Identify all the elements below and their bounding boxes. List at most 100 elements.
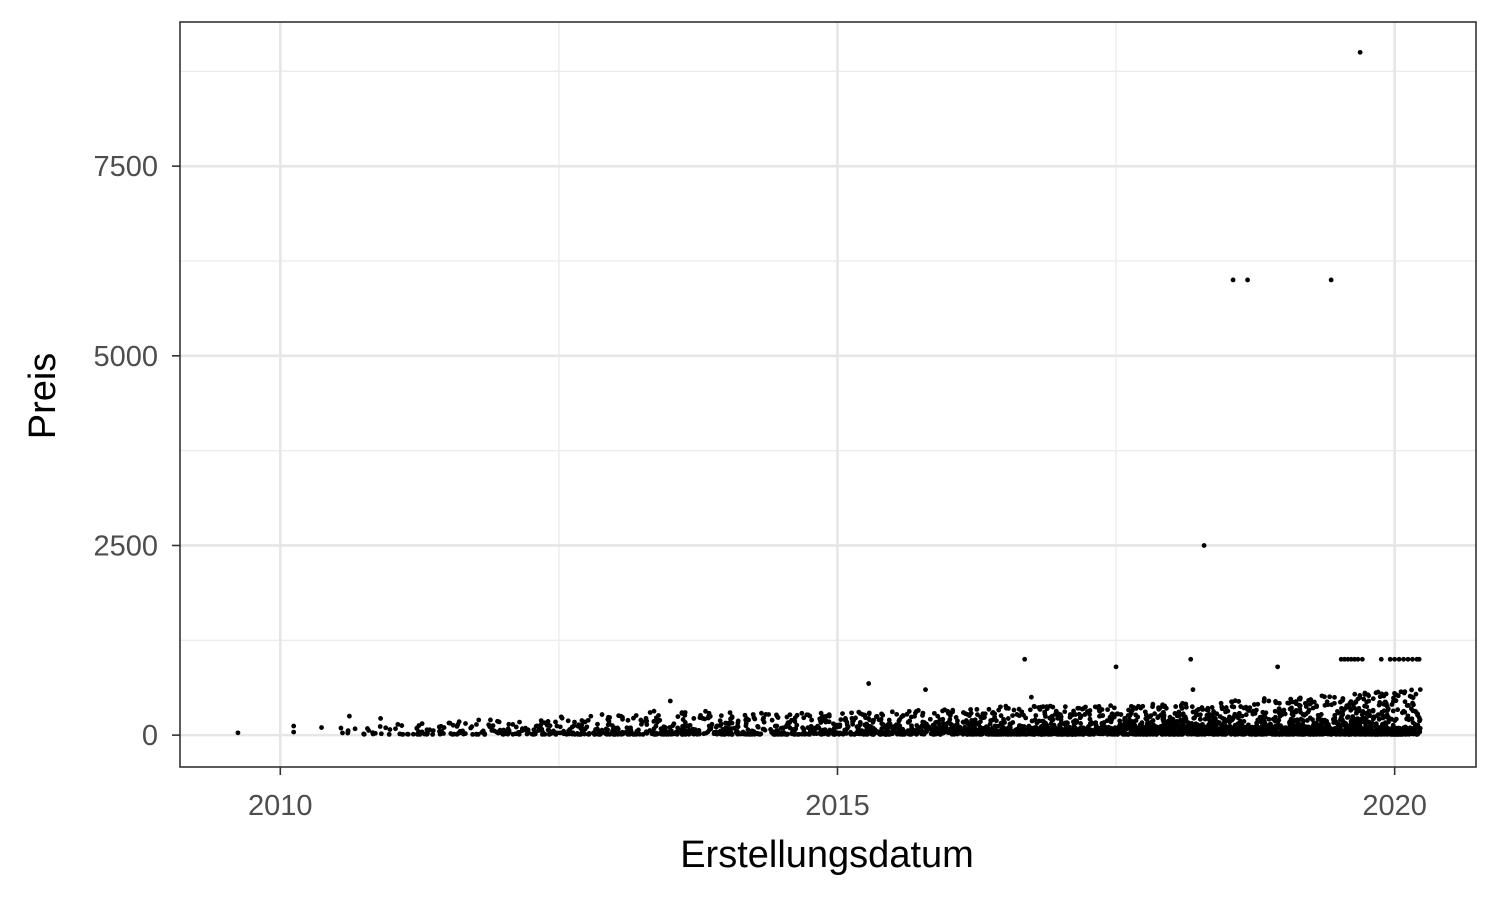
data-point: [1134, 727, 1140, 733]
data-point: [1334, 721, 1340, 727]
data-point: [1306, 707, 1312, 713]
data-point: [597, 731, 603, 737]
data-point: [758, 731, 764, 737]
data-point: [405, 731, 411, 737]
data-point: [1197, 716, 1203, 722]
data-point: [608, 731, 613, 737]
data-point: [1058, 720, 1064, 726]
data-point: [1368, 720, 1373, 725]
data-point: [599, 727, 605, 733]
data-point: [1404, 703, 1410, 708]
data-point: [878, 717, 884, 722]
data-point: [627, 728, 633, 734]
data-point: [774, 728, 779, 734]
data-point: [470, 731, 476, 737]
data-point: [1359, 656, 1365, 662]
data-point: [468, 725, 474, 731]
data-point: [818, 731, 824, 737]
data-point: [741, 730, 747, 736]
data-point: [1387, 656, 1393, 662]
x-axis-title: Erstellungsdatum: [680, 834, 974, 876]
data-point: [1261, 696, 1267, 701]
data-point: [1368, 730, 1374, 736]
data-point: [1327, 694, 1333, 700]
data-point: [808, 723, 814, 729]
data-point: [1052, 724, 1058, 730]
data-point: [1395, 693, 1401, 699]
data-point: [787, 725, 793, 731]
data-point: [399, 731, 405, 737]
data-point: [982, 729, 988, 735]
data-point: [978, 719, 983, 725]
data-point: [1179, 704, 1184, 710]
data-point: [1361, 696, 1367, 702]
data-point: [759, 710, 764, 716]
data-point: [968, 707, 973, 712]
data-point: [456, 730, 462, 736]
data-point: [1245, 277, 1250, 283]
data-point: [372, 730, 378, 736]
data-point: [950, 709, 955, 715]
data-point: [1066, 728, 1071, 734]
data-point: [599, 712, 605, 717]
data-point: [1332, 700, 1337, 706]
data-point: [574, 730, 580, 736]
data-point: [610, 727, 616, 733]
data-point: [1402, 699, 1408, 705]
data-point: [1016, 713, 1022, 719]
data-point: [1384, 725, 1390, 731]
data-point: [539, 726, 545, 732]
data-point: [1184, 724, 1190, 730]
data-point: [450, 731, 455, 737]
data-point: [1188, 656, 1194, 662]
data-point: [729, 720, 735, 726]
data-point: [1200, 707, 1206, 712]
data-point: [1375, 725, 1381, 731]
data-point: [1354, 725, 1360, 731]
data-point: [1003, 703, 1009, 709]
data-point: [995, 728, 1001, 734]
data-point: [1122, 715, 1128, 721]
data-point: [807, 713, 813, 719]
data-point: [1028, 694, 1034, 700]
data-point: [1062, 720, 1068, 726]
data-point: [729, 714, 735, 720]
data-point: [572, 719, 577, 725]
data-point: [1300, 718, 1306, 724]
data-point: [565, 718, 571, 724]
data-point: [999, 726, 1004, 732]
data-point: [683, 723, 689, 729]
data-point: [430, 731, 436, 737]
data-point: [801, 731, 807, 737]
data-point: [1353, 699, 1359, 705]
data-point: [1217, 720, 1222, 726]
data-point: [871, 730, 877, 736]
data-point: [1325, 702, 1331, 708]
data-point: [1048, 721, 1054, 727]
data-point: [1332, 694, 1337, 700]
data-point: [998, 713, 1004, 719]
data-point: [714, 723, 720, 729]
data-point: [873, 714, 879, 719]
data-point: [557, 730, 563, 736]
data-point: [763, 712, 769, 717]
data-point: [1306, 727, 1312, 733]
data-point: [1155, 715, 1161, 721]
data-point: [1366, 698, 1372, 704]
data-point: [670, 723, 676, 729]
data-point: [1201, 543, 1207, 548]
data-point: [1308, 697, 1314, 702]
data-point: [1108, 719, 1114, 725]
data-point: [1055, 715, 1061, 721]
data-point: [960, 719, 966, 725]
data-point: [1377, 699, 1383, 705]
data-point: [1287, 706, 1293, 712]
x-tick-label: 2020: [1362, 790, 1427, 822]
data-point: [680, 717, 686, 722]
data-point: [1239, 713, 1245, 719]
data-point: [579, 722, 585, 728]
data-point: [1067, 714, 1073, 720]
data-point: [1300, 712, 1306, 717]
data-point: [340, 730, 345, 736]
data-point: [346, 713, 352, 719]
